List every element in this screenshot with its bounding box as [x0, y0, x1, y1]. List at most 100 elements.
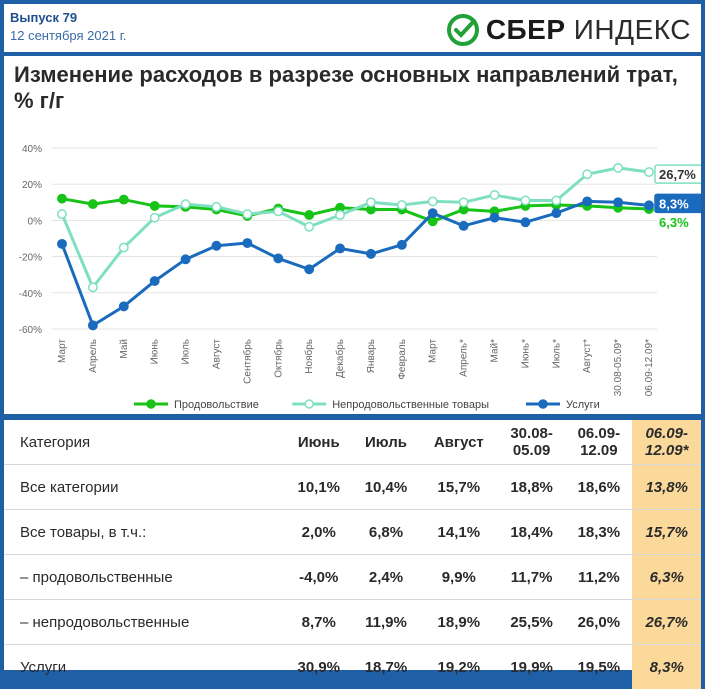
x-tick-label: Август: [211, 339, 222, 370]
data-point: [58, 194, 66, 202]
table-cell: 26,7%: [632, 600, 701, 645]
legend-marker: [539, 400, 547, 408]
table-cell: 15,7%: [420, 465, 498, 510]
data-point: [429, 209, 437, 217]
data-point: [150, 213, 158, 221]
logo-bold: СБЕР: [486, 14, 566, 45]
table-cell: 18,7%: [352, 645, 419, 689]
y-tick-label: -60%: [19, 325, 42, 336]
row-label: Услуги: [4, 645, 285, 689]
data-point: [521, 218, 529, 226]
x-tick-label: Июль: [181, 339, 192, 365]
chart-title: Изменение расходов в разрезе основных на…: [14, 62, 684, 114]
column-header-category: Категория: [4, 420, 285, 465]
x-tick-label: Декабрь: [334, 339, 346, 378]
data-point: [552, 209, 560, 217]
table-cell: 6,8%: [352, 510, 419, 555]
data-point: [645, 168, 653, 176]
y-tick-label: -20%: [19, 253, 42, 264]
data-point: [429, 197, 437, 205]
data-point: [181, 255, 189, 263]
x-tick-label: Октябрь: [272, 339, 284, 378]
table-cell: 18,8%: [498, 465, 565, 510]
data-point: [614, 164, 622, 172]
data-point: [398, 241, 406, 249]
data-point: [89, 200, 97, 208]
table-cell: 10,4%: [352, 465, 419, 510]
legend-label: Услуги: [566, 399, 600, 411]
table-cell: 11,9%: [352, 600, 419, 645]
sber-index-logo: СБЕР ИНДЕКС: [446, 10, 691, 50]
data-point: [367, 250, 375, 258]
table-cell: 13,8%: [632, 465, 701, 510]
x-tick-label: Март: [428, 339, 439, 363]
data-point: [336, 244, 344, 252]
data-point: [89, 321, 97, 329]
table-cell: 18,4%: [498, 510, 565, 555]
x-tick-label: Июнь: [150, 339, 161, 364]
data-point: [490, 191, 498, 199]
table-cell: 14,1%: [420, 510, 498, 555]
data-point: [552, 196, 560, 204]
column-header: Август: [420, 420, 498, 465]
logo-light: ИНДЕКС: [574, 14, 691, 45]
table-cell: 11,7%: [498, 555, 565, 600]
data-point: [521, 196, 529, 204]
table-cell: 19,2%: [420, 645, 498, 689]
end-label: 6,3%: [659, 215, 689, 230]
data-point: [243, 239, 251, 247]
table-cell: 10,1%: [285, 465, 352, 510]
data-point: [58, 210, 66, 218]
data-point: [120, 243, 128, 251]
data-point: [274, 207, 282, 215]
issue-number: Выпуск 79: [10, 10, 77, 25]
data-point: [645, 201, 653, 209]
row-label: Все товары, в т.ч.:: [4, 510, 285, 555]
data-point: [583, 170, 591, 178]
x-tick-label: Апрель: [88, 339, 99, 373]
data-point: [367, 198, 375, 206]
data-point: [150, 202, 158, 210]
data-point: [212, 242, 220, 250]
x-tick-label: 06.09-12.09*: [644, 339, 655, 396]
logo-text: СБЕР ИНДЕКС: [486, 14, 691, 46]
table-cell: 30,9%: [285, 645, 352, 689]
data-point: [459, 198, 467, 206]
legend-marker: [305, 400, 313, 408]
table-cell: 18,3%: [565, 510, 632, 555]
column-header: Июнь: [285, 420, 352, 465]
column-header: Июль: [352, 420, 419, 465]
data-point: [305, 211, 313, 219]
legend-label: Продовольствие: [174, 399, 259, 411]
table-cell: 26,0%: [565, 600, 632, 645]
x-tick-label: 30.08-05.09*: [613, 339, 624, 396]
data-point: [583, 197, 591, 205]
data-point: [120, 302, 128, 310]
data-point: [212, 203, 220, 211]
data-point: [459, 222, 467, 230]
data-point: [181, 200, 189, 208]
x-tick-label: Март: [57, 339, 68, 363]
table-row: – продовольственные-4,0%2,4%9,9%11,7%11,…: [4, 555, 701, 600]
series-line: [62, 168, 649, 287]
x-tick-label: Июль*: [551, 339, 562, 369]
x-tick-label: Август*: [582, 339, 593, 373]
data-point: [398, 201, 406, 209]
data-point: [336, 211, 344, 219]
header-divider: [4, 52, 701, 56]
table-cell: 2,0%: [285, 510, 352, 555]
y-tick-label: -40%: [19, 289, 42, 300]
x-tick-label: Май: [119, 339, 130, 359]
y-tick-label: 40%: [22, 144, 42, 155]
data-point: [243, 210, 251, 218]
row-label: – продовольственные: [4, 555, 285, 600]
table-cell: 2,4%: [352, 555, 419, 600]
table-cell: 18,9%: [420, 600, 498, 645]
